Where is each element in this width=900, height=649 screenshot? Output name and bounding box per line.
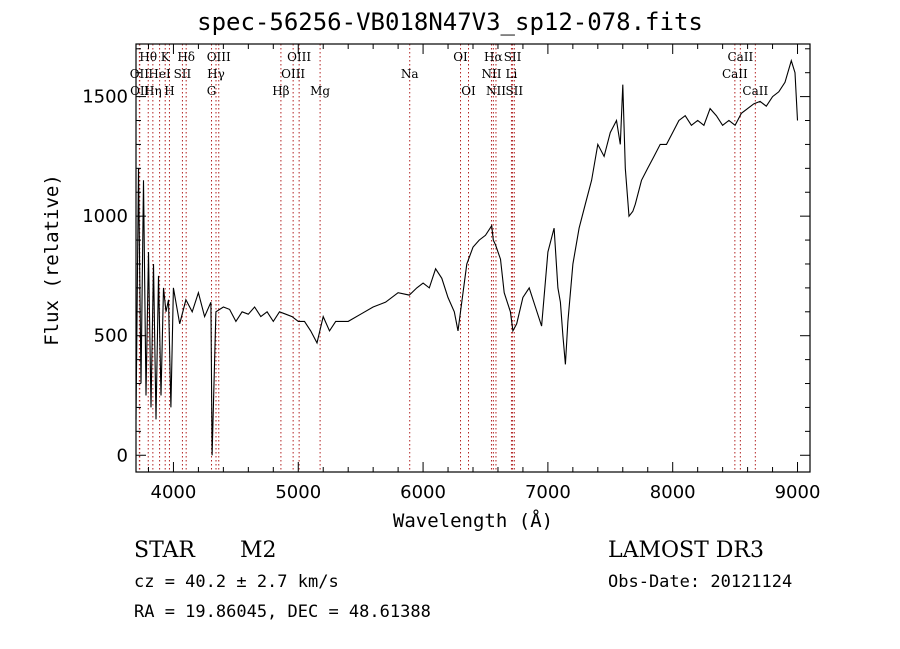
y-tick-label: 1500 (82, 87, 128, 108)
x-tick-label: 6000 (400, 482, 446, 503)
plot-frame (135, 43, 811, 473)
spectral-line-label: OI (453, 50, 468, 64)
spectral-line-label: Na (401, 67, 419, 81)
y-axis-label: Flux (relative) (41, 174, 63, 346)
x-tick-label: 4000 (151, 482, 197, 503)
sky-coordinates: RA = 19.86045, DEC = 48.61388 (134, 602, 431, 622)
spectral-line-label: Hγ (207, 67, 225, 81)
x-axis-label: Wavelength (Å) (392, 510, 554, 532)
spectral-line-label: SII (505, 84, 523, 98)
spectral-line-label: Hα (484, 50, 503, 64)
y-tick-label: 500 (94, 326, 128, 347)
x-tick-label: 8000 (650, 482, 696, 503)
spectral-line-label: CaII (722, 67, 748, 81)
spectral-line-label: OIII (207, 50, 231, 64)
spectral-line-label: OI (461, 84, 476, 98)
survey-name: LAMOST DR3 (608, 538, 764, 563)
spectral-line-label: CaII (727, 50, 753, 64)
y-axis: 0 500 1000 1500 (82, 48, 810, 466)
spectral-line-label: SII (504, 50, 522, 64)
spectral-line-label: HeI (148, 67, 171, 81)
y-tick-label: 0 (117, 445, 128, 466)
spectral-line-label: NII (481, 67, 501, 81)
spectral-line-label: Hβ (272, 84, 289, 98)
spectral-line-label: K (161, 50, 171, 64)
spectral-line-label: Hθ (139, 50, 157, 64)
object-type: STAR (134, 538, 195, 563)
x-tick-label: 9000 (775, 482, 821, 503)
line-labels: HθOIIOIIKHηHeIHSIIHδGOIIIHγHβOIIIOIIIMgN… (130, 50, 769, 98)
chart-title: spec-56256-VB018N47V3_sp12-078.fits (197, 8, 703, 36)
line-markers (138, 44, 756, 472)
observation-date: Obs-Date: 20121124 (608, 572, 793, 592)
redshift-velocity: cz = 40.2 ± 2.7 km/s (134, 572, 339, 592)
x-tick-label: 5000 (275, 482, 321, 503)
spectral-line-label: CaII (742, 84, 768, 98)
spectral-line-label: OII (130, 67, 150, 81)
spectrum-series (135, 58, 799, 456)
subclass: M2 (240, 538, 277, 563)
x-axis: 4000 5000 6000 7000 8000 9000 (147, 44, 821, 503)
spectral-line-label: G (207, 84, 217, 98)
spectral-line-label: Hη (144, 84, 162, 98)
spectral-line-label: OIII (287, 50, 311, 64)
spectral-line-label: H (164, 84, 174, 98)
spectral-line-label: Li (506, 67, 518, 81)
spectral-line-label: Hδ (177, 50, 195, 64)
spectral-line-label: NII (486, 84, 506, 98)
y-tick-label: 1000 (82, 206, 128, 227)
spectral-line-label: Mg (310, 84, 330, 98)
x-tick-label: 7000 (525, 482, 571, 503)
spectral-line-label: OIII (281, 67, 305, 81)
spectral-line-label: OII (130, 84, 150, 98)
spectral-line-label: SII (174, 67, 192, 81)
